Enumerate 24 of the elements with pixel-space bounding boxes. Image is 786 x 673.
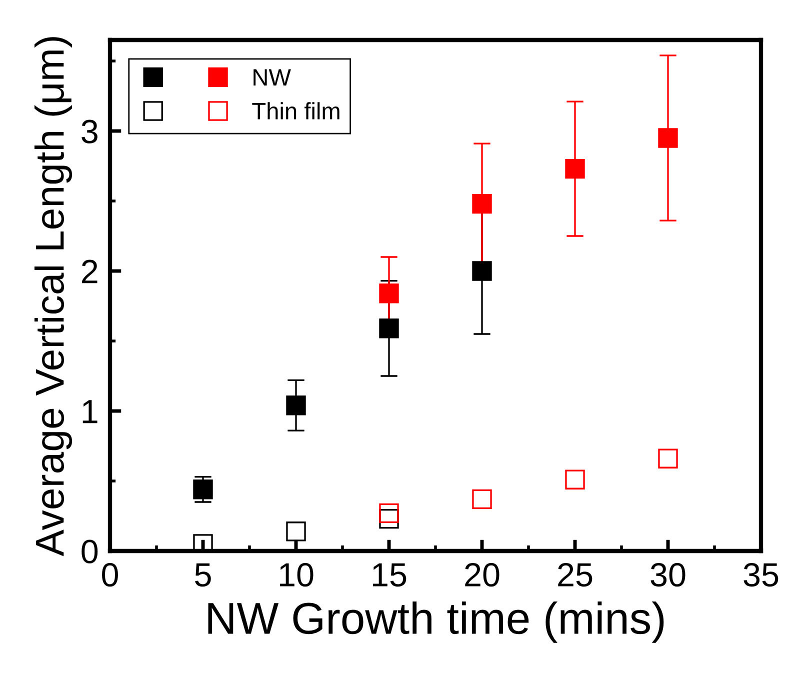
y-tick-label: 2 [82,260,98,284]
x-tick-label: 35 [744,562,778,587]
x-tick-label: 30 [650,562,686,587]
x-tick-label: 0 [102,562,118,587]
x-axis-title: NW Growth time (mins) [208,602,664,643]
y-tick-label: 3 [82,120,98,144]
point [472,489,492,510]
y-axis-title: Average Vertical Length (μm) [34,37,72,556]
point [193,480,213,500]
x-tick-label: 20 [465,562,500,587]
x-tick-label: 25 [558,562,592,587]
x-tick-label: 5 [195,563,211,587]
x-tick-label: 15 [373,563,406,587]
legend-label: Thin film [252,102,340,120]
legend-label: NW [254,69,291,86]
y-tick-label: 0 [82,540,98,564]
point [472,261,492,281]
point [379,318,399,338]
x-tick-label: 10 [280,562,314,587]
point [658,448,678,468]
point [286,396,306,416]
point [565,470,585,490]
y-tick-label: 1 [82,400,98,424]
point [379,503,399,524]
